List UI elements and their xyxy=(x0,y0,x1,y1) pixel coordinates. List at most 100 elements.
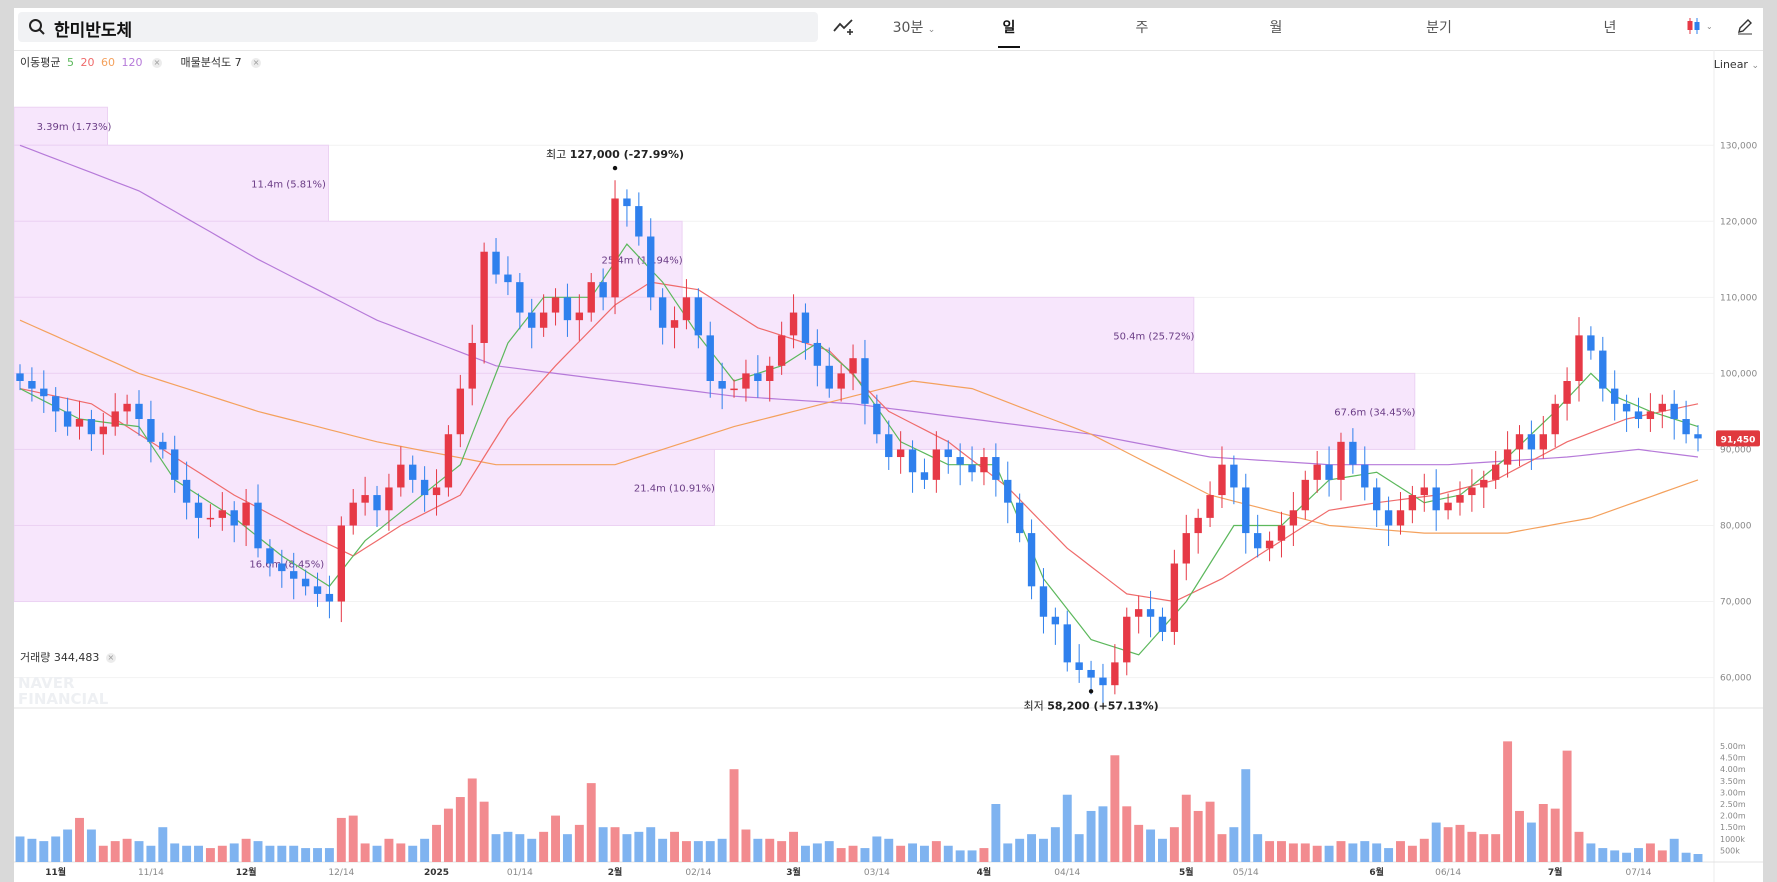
search-field[interactable]: 한미반도체 xyxy=(18,12,818,42)
candle-body xyxy=(611,198,619,298)
volume-bar xyxy=(1455,824,1465,862)
candle-body xyxy=(373,495,381,511)
candle-body xyxy=(87,419,96,435)
candle-body xyxy=(1313,464,1321,480)
candle-body xyxy=(1587,335,1595,351)
low-marker xyxy=(1088,689,1094,694)
volume-tick-label: 4.00m xyxy=(1720,765,1746,774)
candle-body xyxy=(218,510,227,518)
volume-bar xyxy=(848,845,858,862)
x-tick-label: 4월 xyxy=(977,866,992,878)
candle-body xyxy=(444,434,453,488)
candle-body xyxy=(1480,479,1488,488)
candle-body xyxy=(1265,540,1274,549)
remove-volume-icon[interactable]: × xyxy=(105,653,116,663)
volume-bar xyxy=(551,815,560,862)
volume-bar xyxy=(658,838,668,862)
volume-profile-bar xyxy=(14,296,1195,374)
volume-bar xyxy=(110,841,120,862)
high-label: 최고 127,000 (-27.99%) xyxy=(546,148,684,161)
tab-year[interactable]: 년 xyxy=(1603,20,1617,36)
candle-body xyxy=(1420,487,1428,496)
last-price-tag xyxy=(1716,430,1760,447)
candle-body xyxy=(1515,434,1524,450)
candle-body xyxy=(516,282,524,313)
candle-body xyxy=(1432,487,1440,511)
candle-body xyxy=(944,449,952,458)
volume-bar xyxy=(979,848,989,862)
chevron-down-icon: ⌄ xyxy=(1751,61,1759,71)
volume-bar xyxy=(955,850,965,862)
interval-30min[interactable]: 30분 ⌄ xyxy=(892,20,936,36)
candle-body xyxy=(123,403,131,412)
candle-body xyxy=(1170,563,1179,632)
volume-profile-label: 11.4m (5.81%) xyxy=(251,179,326,190)
volume-bar xyxy=(943,845,953,862)
volume-bar xyxy=(931,841,941,862)
volume-bar xyxy=(1027,834,1037,862)
volume-bar xyxy=(1062,794,1072,862)
remove-ma-icon[interactable]: × xyxy=(151,58,162,68)
pencil-icon[interactable] xyxy=(1736,17,1754,35)
candle-body xyxy=(480,251,488,343)
volume-bar xyxy=(1253,834,1263,862)
volume-bar xyxy=(1657,850,1667,862)
x-tick-label: 03/14 xyxy=(864,868,890,878)
candle-body xyxy=(849,358,857,374)
volume-bar xyxy=(1538,804,1548,862)
volume-bar xyxy=(432,824,441,862)
volume-profile-label: 67.6m (34.45%) xyxy=(1334,407,1415,418)
scale-mode-selector[interactable]: Linear ⌄ xyxy=(1713,58,1759,71)
price-chart[interactable]: 3.39m (1.73%)11.4m (5.81%)25.4m (12.94%)… xyxy=(14,8,1763,882)
x-tick-label: 5월 xyxy=(1179,866,1194,878)
candle-body xyxy=(1503,449,1512,465)
ma20-period: 20 xyxy=(80,56,95,69)
candle-body xyxy=(206,517,215,520)
y-tick-label: 100,000 xyxy=(1720,369,1757,379)
candle-body xyxy=(1670,403,1678,420)
volume-bar xyxy=(15,836,25,862)
candle-body xyxy=(111,411,119,427)
x-tick-label: 02/14 xyxy=(685,868,711,878)
candle-body xyxy=(742,373,750,389)
candle-body xyxy=(290,571,298,579)
drawing-tool-icon[interactable] xyxy=(832,16,856,36)
volume-bar xyxy=(1086,810,1096,862)
volume-bar xyxy=(360,843,370,862)
volume-tick-label: 3.00m xyxy=(1720,788,1746,797)
search-query: 한미반도체 xyxy=(54,21,133,41)
x-tick-label: 01/14 xyxy=(507,868,533,878)
candle-body xyxy=(230,510,238,526)
tab-month[interactable]: 월 xyxy=(1269,20,1283,36)
volume-tick-label: 3.50m xyxy=(1720,777,1746,786)
x-tick-label: 11/14 xyxy=(138,868,164,878)
candle-body xyxy=(587,282,595,313)
tab-day[interactable]: 일 xyxy=(989,8,1029,48)
candle-body xyxy=(694,297,703,336)
candle-body xyxy=(1658,403,1666,412)
ma60-line xyxy=(19,319,1699,534)
candle-body xyxy=(1194,517,1202,534)
ma120-period: 120 xyxy=(121,56,143,69)
high-marker xyxy=(612,165,618,171)
watermark-text: NAVER xyxy=(18,674,75,692)
tab-quarter[interactable]: 분기 xyxy=(1426,20,1452,36)
volume-bar xyxy=(265,845,275,862)
ma-legend-label: 이동평균 xyxy=(20,56,61,69)
x-tick-label: 07/14 xyxy=(1626,868,1652,878)
candlestick-type-icon[interactable]: ⌄ xyxy=(1686,16,1716,36)
volume-profile-bar xyxy=(14,372,1416,450)
candle-body xyxy=(1408,495,1417,511)
volume-bar xyxy=(1205,801,1215,862)
volume-bar xyxy=(622,834,632,862)
candle-body xyxy=(194,502,203,518)
volume-bar xyxy=(1503,741,1513,862)
candle-body xyxy=(1099,677,1107,686)
candle-body xyxy=(420,479,429,496)
volume-profile-bar xyxy=(14,448,715,526)
x-tick-label: 06/14 xyxy=(1435,868,1461,878)
candle-body xyxy=(266,548,274,564)
tab-week[interactable]: 주 xyxy=(1135,20,1149,36)
remove-vp-icon[interactable]: × xyxy=(251,58,262,68)
volume-bar xyxy=(301,848,311,862)
